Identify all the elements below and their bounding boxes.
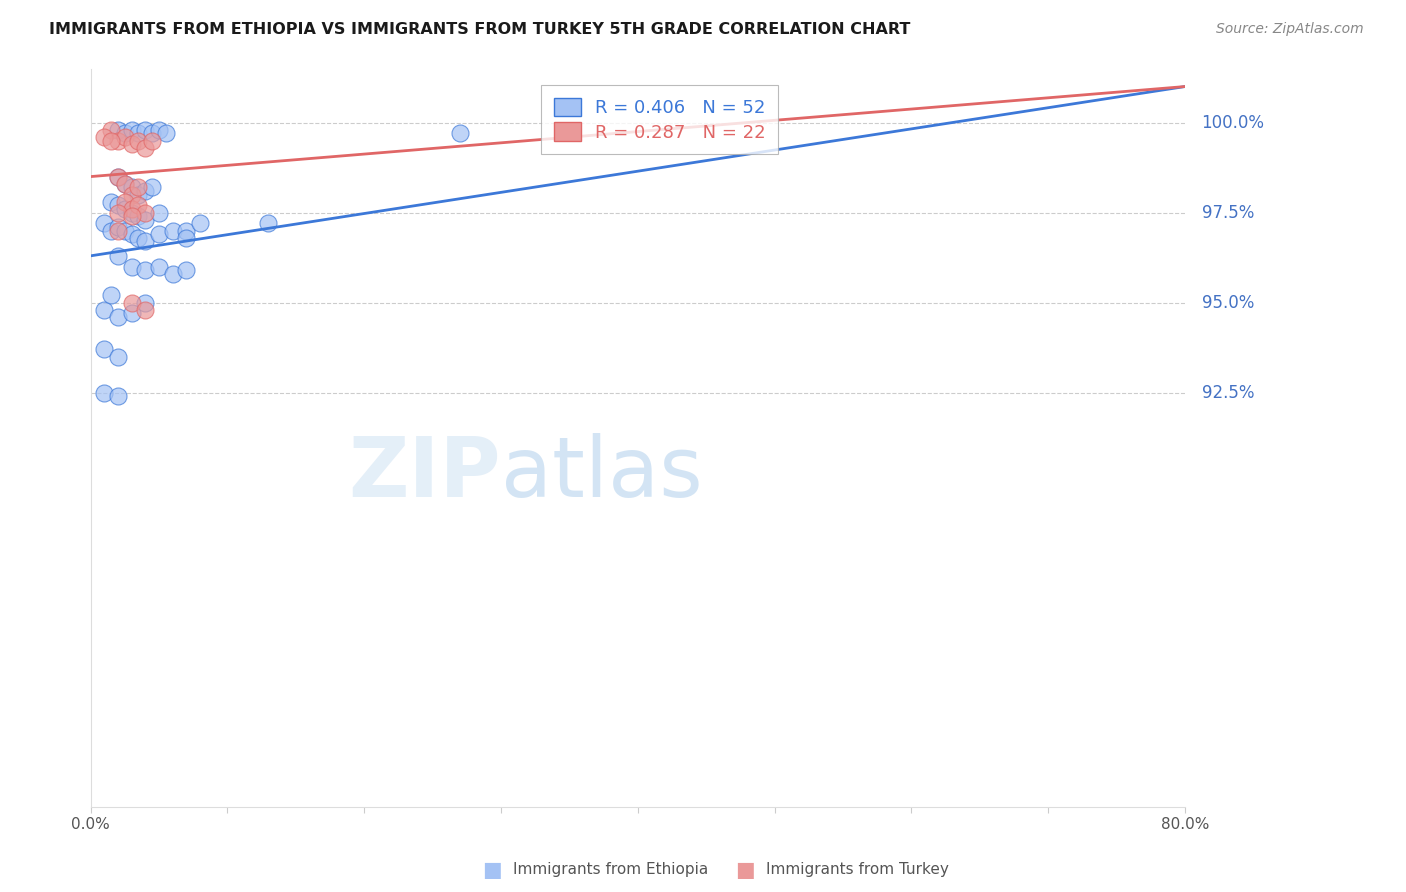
Point bbox=[107, 169, 129, 184]
Text: 97.5%: 97.5% bbox=[1202, 203, 1254, 221]
Point bbox=[121, 205, 143, 219]
Point bbox=[100, 224, 122, 238]
Point bbox=[128, 198, 150, 212]
Point bbox=[100, 194, 122, 209]
Point bbox=[141, 127, 163, 141]
Point bbox=[100, 134, 122, 148]
Point bbox=[114, 224, 136, 238]
Point bbox=[107, 122, 129, 136]
Point bbox=[121, 137, 143, 152]
Text: 100.0%: 100.0% bbox=[1202, 113, 1264, 131]
Text: Immigrants from Turkey: Immigrants from Turkey bbox=[766, 863, 949, 877]
Point bbox=[93, 343, 115, 357]
Point bbox=[107, 224, 129, 238]
Point bbox=[93, 216, 115, 230]
Point bbox=[148, 260, 170, 274]
Point bbox=[128, 209, 150, 223]
Point bbox=[141, 134, 163, 148]
Point bbox=[134, 295, 156, 310]
Point bbox=[148, 205, 170, 219]
Point bbox=[134, 205, 156, 219]
Point bbox=[114, 202, 136, 216]
Point bbox=[176, 224, 198, 238]
Point bbox=[93, 302, 115, 317]
Point bbox=[134, 212, 156, 227]
Text: ■: ■ bbox=[482, 860, 502, 880]
Point bbox=[134, 184, 156, 198]
Text: ■: ■ bbox=[735, 860, 755, 880]
Point bbox=[134, 235, 156, 249]
Point bbox=[114, 130, 136, 145]
Text: Source: ZipAtlas.com: Source: ZipAtlas.com bbox=[1216, 22, 1364, 37]
Point bbox=[162, 224, 184, 238]
Point bbox=[134, 122, 156, 136]
Point bbox=[93, 130, 115, 145]
Point bbox=[121, 209, 143, 223]
Point bbox=[107, 220, 129, 235]
Point bbox=[107, 169, 129, 184]
Point bbox=[148, 227, 170, 242]
Point bbox=[121, 295, 143, 310]
Point bbox=[148, 122, 170, 136]
Legend: R = 0.406   N = 52, R = 0.287   N = 22: R = 0.406 N = 52, R = 0.287 N = 22 bbox=[541, 85, 779, 154]
Text: IMMIGRANTS FROM ETHIOPIA VS IMMIGRANTS FROM TURKEY 5TH GRADE CORRELATION CHART: IMMIGRANTS FROM ETHIOPIA VS IMMIGRANTS F… bbox=[49, 22, 911, 37]
Point bbox=[107, 389, 129, 403]
Text: ZIP: ZIP bbox=[349, 434, 501, 515]
Point bbox=[128, 180, 150, 194]
Point bbox=[162, 267, 184, 281]
Point bbox=[128, 231, 150, 245]
Point bbox=[134, 263, 156, 277]
Point bbox=[107, 198, 129, 212]
Point bbox=[128, 127, 150, 141]
Text: 92.5%: 92.5% bbox=[1202, 384, 1254, 401]
Point bbox=[114, 194, 136, 209]
Text: Immigrants from Ethiopia: Immigrants from Ethiopia bbox=[513, 863, 709, 877]
Text: atlas: atlas bbox=[501, 434, 703, 515]
Point bbox=[107, 205, 129, 219]
Point bbox=[121, 180, 143, 194]
Point bbox=[176, 263, 198, 277]
Point bbox=[121, 187, 143, 202]
Point bbox=[141, 180, 163, 194]
Point bbox=[107, 310, 129, 324]
Point bbox=[114, 127, 136, 141]
Point bbox=[134, 141, 156, 155]
Point bbox=[100, 122, 122, 136]
Point bbox=[107, 249, 129, 263]
Point bbox=[121, 227, 143, 242]
Point bbox=[121, 306, 143, 320]
Point bbox=[121, 260, 143, 274]
Point bbox=[93, 385, 115, 400]
Point bbox=[100, 288, 122, 302]
Point bbox=[128, 134, 150, 148]
Point bbox=[121, 202, 143, 216]
Point bbox=[134, 302, 156, 317]
Point bbox=[114, 177, 136, 191]
Point bbox=[128, 187, 150, 202]
Point bbox=[114, 177, 136, 191]
Point bbox=[121, 122, 143, 136]
Point bbox=[188, 216, 211, 230]
Text: 95.0%: 95.0% bbox=[1202, 293, 1254, 311]
Point bbox=[176, 231, 198, 245]
Point bbox=[107, 134, 129, 148]
Point bbox=[449, 127, 471, 141]
Point bbox=[107, 350, 129, 364]
Point bbox=[155, 127, 177, 141]
Point bbox=[257, 216, 280, 230]
